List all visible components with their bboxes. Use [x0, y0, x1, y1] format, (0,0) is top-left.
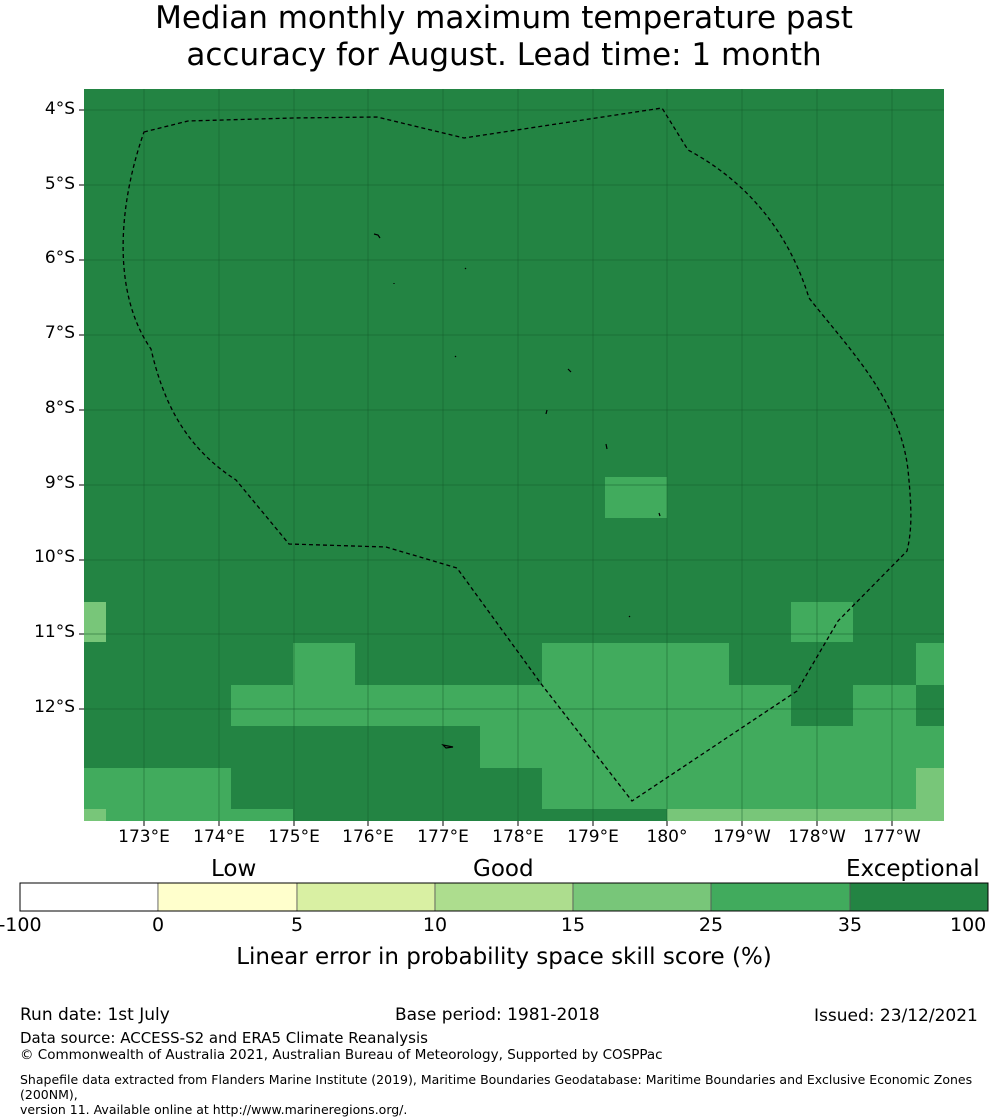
colorbar-tick: 5 [290, 914, 304, 936]
colorbar-segment [572, 882, 712, 912]
lat-label: 8°S [44, 398, 75, 418]
colorbar [19, 882, 989, 912]
lat-label: 7°S [44, 323, 75, 343]
island [545, 409, 548, 415]
lat-label: 5°S [44, 174, 75, 194]
lon-label: 174°E [193, 827, 245, 847]
island [567, 368, 572, 373]
shapefile-credit: Shapefile data extracted from Flanders M… [20, 1072, 1008, 1117]
colorbar-segment [434, 882, 574, 912]
eez-boundary [122, 107, 912, 802]
lat-label: 6°S [44, 248, 75, 268]
category-exceptional: Exceptional [846, 856, 980, 882]
title-line-1: Median monthly maximum temperature past [155, 0, 853, 36]
skill-cell [916, 768, 944, 809]
colorbar-segment [157, 882, 298, 912]
issued-date: Issued: 23/12/2021 [814, 1006, 978, 1026]
lon-label: 180° [646, 827, 688, 847]
colorbar-segment [849, 882, 989, 912]
shapefile-line-1: Shapefile data extracted from Flanders M… [20, 1072, 973, 1102]
lon-label: 176°E [342, 827, 394, 847]
lat-label: 12°S [34, 697, 75, 717]
skill-cell [791, 602, 853, 642]
island [628, 615, 631, 618]
islands [373, 233, 661, 749]
lon-label: 179°W [713, 827, 771, 847]
lat-label: 4°S [44, 99, 75, 119]
skill-cell [231, 685, 729, 726]
colorbar-segment [19, 882, 159, 912]
skill-cell [916, 643, 944, 685]
colorbar-segment [296, 882, 436, 912]
island [464, 267, 467, 270]
axis-ticks [79, 109, 893, 826]
skill-cell [605, 477, 667, 518]
colorbar-tick: 35 [837, 914, 863, 936]
lon-label: 179°E [567, 827, 619, 847]
skill-cell [542, 768, 916, 809]
run-date: Run date: 1st July [20, 1005, 170, 1025]
map-gridlines [84, 89, 944, 821]
skill-cell [84, 768, 231, 809]
data-source: Data source: ACCESS-S2 and ERA5 Climate … [20, 1029, 428, 1047]
base-period: Base period: 1981-2018 [395, 1005, 600, 1025]
skill-cell [853, 685, 916, 726]
colorbar-tick: 10 [422, 914, 448, 936]
island [373, 233, 381, 239]
lon-label: 175°E [268, 827, 320, 847]
map-cells [84, 477, 944, 821]
colorbar-tick: 15 [560, 914, 586, 936]
lat-label: 9°S [44, 473, 75, 493]
island [605, 443, 608, 450]
lon-label: 173°E [118, 827, 170, 847]
skill-cell [106, 809, 293, 821]
lon-label: 178°W [788, 827, 846, 847]
skill-cell [729, 685, 791, 726]
island [441, 744, 454, 749]
lat-label: 10°S [34, 547, 75, 567]
colorbar-segment [710, 882, 851, 912]
category-good: Good [473, 856, 534, 882]
island [454, 355, 457, 358]
island [658, 512, 661, 517]
colorbar-label: Linear error in probability space skill … [236, 944, 772, 970]
category-low: Low [211, 856, 257, 882]
skill-cell [84, 602, 106, 642]
lon-label: 178°E [492, 827, 544, 847]
title-line-2: accuracy for August. Lead time: 1 month [186, 37, 822, 73]
colorbar-frame [19, 882, 989, 912]
lon-label: 177°E [417, 827, 469, 847]
skill-cell [667, 809, 944, 821]
lat-label: 11°S [34, 622, 75, 642]
lon-label: 177°W [863, 827, 921, 847]
chart-title: Median monthly maximum temperature past … [0, 0, 1008, 74]
copyright: © Commonwealth of Australia 2021, Austra… [20, 1047, 663, 1063]
colorbar-tick: 25 [698, 914, 724, 936]
colorbar-tick: 100 [950, 914, 987, 936]
colorbar-tick: 0 [151, 914, 165, 936]
skill-cell [542, 643, 729, 685]
skill-cell [293, 643, 355, 685]
skill-cell [84, 809, 106, 821]
colorbar-tick: -100 [0, 914, 42, 936]
